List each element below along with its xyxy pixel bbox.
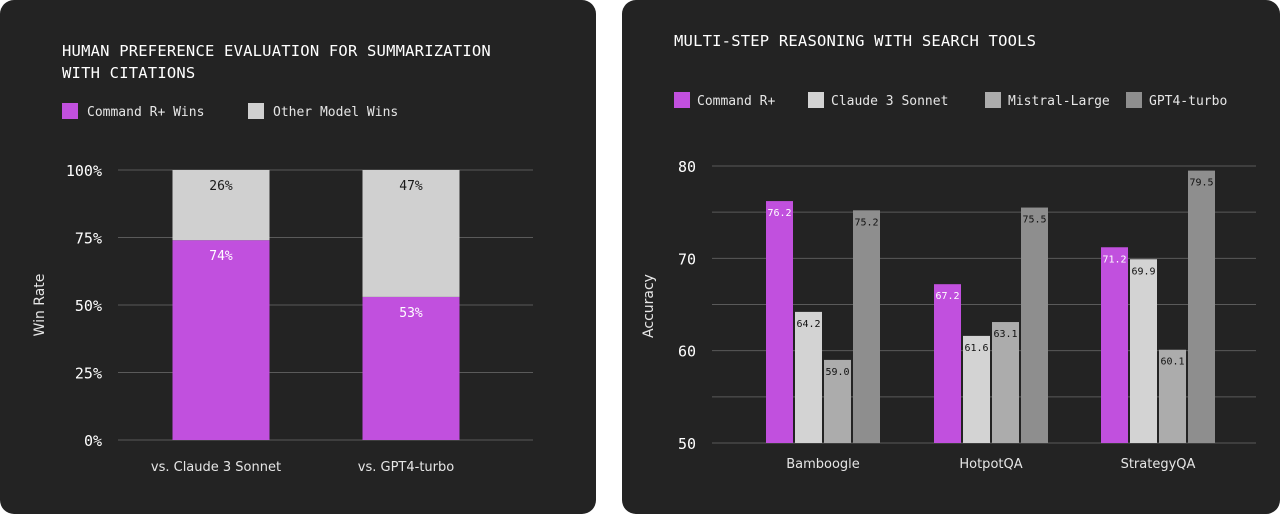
legend-swatch-command-r-wins (62, 103, 78, 119)
data-label: 69.9 (1131, 266, 1155, 277)
legend-swatch-mistral-large (985, 92, 1001, 108)
bar-command-r-bamboogle (766, 201, 793, 443)
bar-other-model-wins-vs-claude-3-sonnet (172, 170, 270, 241)
data-label: 47% (399, 179, 423, 194)
data-label: 64.2 (796, 319, 820, 330)
x-category-label: vs. Claude 3 Sonnet (151, 460, 281, 475)
y-tick-label: 50 (678, 435, 696, 453)
x-category-label: StrategyQA (1121, 457, 1196, 472)
data-label: 26% (209, 179, 233, 194)
bar-mistral-large-strategyqa (1159, 349, 1186, 443)
bar-claude-3-sonnet-bamboogle (795, 311, 822, 443)
data-label: 75.2 (854, 217, 878, 228)
data-label: 60.1 (1160, 357, 1184, 368)
grouped-bar-chart: MULTI-STEP REASONING WITH SEARCH TOOLS Co… (641, 32, 1256, 472)
chart-panel-human-preference: HUMAN PREFERENCE EVALUATION FOR SUMMARIZ… (0, 0, 596, 514)
data-label: 59.0 (825, 367, 849, 378)
data-label: 79.5 (1189, 178, 1213, 189)
bar-mistral-large-hotpotqa (992, 322, 1019, 443)
x-category-label: HotpotQA (959, 457, 1022, 472)
x-category-label: vs. GPT4-turbo (358, 460, 454, 475)
legend-label-other-model-wins: Other Model Wins (273, 105, 398, 120)
legend-swatch-command-r (674, 92, 690, 108)
y-tick-label: 0% (84, 432, 102, 450)
y-tick-label: 60 (678, 343, 696, 361)
chart-title: HUMAN PREFERENCE EVALUATION FOR SUMMARIZ… (62, 42, 491, 60)
bar-claude-3-sonnet-hotpotqa (963, 335, 990, 443)
y-tick-label: 70 (678, 250, 696, 268)
data-label: 71.2 (1102, 254, 1126, 265)
chart-panel-multi-step-reasoning: MULTI-STEP REASONING WITH SEARCH TOOLS Co… (622, 0, 1280, 514)
y-axis-label: Accuracy (641, 274, 657, 338)
y-tick-label: 75% (75, 230, 102, 248)
y-axis-label: Win Rate (32, 274, 48, 337)
data-label: 76.2 (767, 208, 791, 219)
legend-label-mistral-large: Mistral-Large (1008, 94, 1110, 109)
bar-command-r-hotpotqa (934, 284, 961, 443)
legend-swatch-gpt4-turbo (1126, 92, 1142, 108)
data-label: 67.2 (935, 291, 959, 302)
data-label: 53% (399, 306, 423, 321)
bar-gpt4-turbo-bamboogle (853, 210, 880, 443)
y-tick-label: 100% (66, 162, 102, 180)
data-label: 74% (209, 249, 233, 264)
data-label: 75.5 (1022, 215, 1046, 226)
bar-gpt4-turbo-hotpotqa (1021, 207, 1048, 443)
bar-command-r-wins-vs-claude-3-sonnet (172, 240, 270, 440)
bar-command-r-strategyqa (1101, 247, 1128, 443)
bar-command-r-wins-vs-gpt4-turbo (362, 296, 460, 440)
legend-swatch-other-model-wins (248, 103, 264, 119)
legend-label-claude-3-sonnet: Claude 3 Sonnet (831, 94, 948, 109)
bar-other-model-wins-vs-gpt4-turbo (362, 170, 460, 297)
legend-swatch-claude-3-sonnet (808, 92, 824, 108)
data-label: 63.1 (993, 329, 1017, 340)
data-label: 61.6 (964, 343, 988, 354)
bar-mistral-large-bamboogle (824, 359, 851, 443)
stacked-bar-chart: HUMAN PREFERENCE EVALUATION FOR SUMMARIZ… (32, 42, 533, 475)
y-tick-label: 80 (678, 158, 696, 176)
bar-claude-3-sonnet-strategyqa (1130, 259, 1157, 443)
legend-label-command-r-wins: Command R+ Wins (87, 105, 204, 120)
bar-gpt4-turbo-strategyqa (1188, 170, 1215, 443)
legend-label-command-r: Command R+ (697, 94, 775, 109)
legend-label-gpt4-turbo: GPT4-turbo (1149, 94, 1227, 109)
y-tick-label: 25% (75, 365, 102, 383)
y-tick-label: 50% (75, 297, 102, 315)
chart-title: MULTI-STEP REASONING WITH SEARCH TOOLS (674, 32, 1036, 50)
x-category-label: Bamboogle (786, 457, 860, 472)
chart-title: WITH CITATIONS (62, 64, 195, 82)
